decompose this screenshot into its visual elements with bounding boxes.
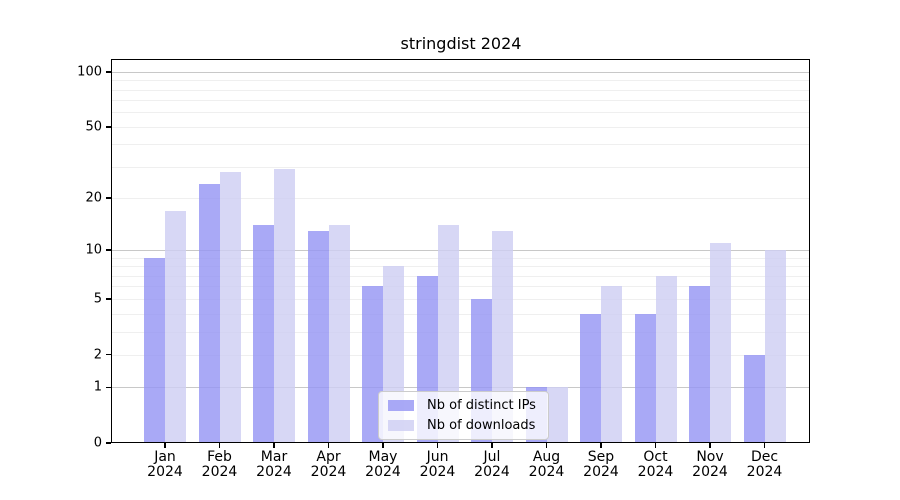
minor-gridline — [112, 275, 809, 277]
legend-entry: Nb of downloads — [388, 418, 536, 433]
minor-gridline — [112, 198, 809, 200]
x-tick-label: May 2024 — [365, 449, 401, 480]
x-tick-label: Oct 2024 — [637, 449, 674, 480]
y-tick-label: 10 — [85, 242, 102, 258]
bar-distinct-ips-jan — [144, 257, 165, 442]
x-tick-label: Dec 2024 — [746, 449, 783, 480]
y-tick-mark — [106, 126, 111, 128]
x-tick-label: Apr 2024 — [310, 449, 347, 480]
minor-gridline — [112, 286, 809, 288]
y-tick-label: 5 — [93, 291, 102, 307]
bar-distinct-ips-dec — [743, 354, 765, 442]
minor-gridline — [112, 257, 809, 259]
x-tick-mark — [164, 443, 166, 448]
y-tick-mark — [106, 442, 111, 444]
minor-gridline — [112, 166, 809, 168]
minor-gridline — [112, 331, 809, 333]
y-tick-mark — [106, 353, 111, 356]
x-tick-label: Feb 2024 — [201, 449, 238, 480]
legend-label: Nb of distinct IPs — [427, 398, 536, 413]
x-tick-mark — [600, 443, 602, 448]
bar-distinct-ips-sep — [580, 313, 601, 442]
minor-gridline — [112, 313, 809, 315]
bar-distinct-ips-nov — [689, 286, 710, 442]
legend-swatch — [388, 400, 414, 411]
bar-downloads-jan — [165, 210, 186, 442]
y-tick-mark — [106, 298, 111, 300]
minor-gridline — [112, 89, 809, 91]
x-tick-mark — [436, 443, 439, 448]
y-tick-mark — [106, 249, 111, 251]
x-tick-mark — [763, 443, 766, 448]
x-tick-mark — [491, 443, 493, 448]
bar-distinct-ips-oct — [634, 313, 656, 442]
y-tick-label: 1 — [93, 379, 102, 395]
y-tick-mark — [106, 197, 111, 199]
major-gridline — [112, 250, 809, 252]
y-tick-label: 20 — [85, 190, 102, 206]
y-tick-mark — [106, 71, 111, 73]
bar-downloads-mar — [274, 169, 295, 442]
legend-label: Nb of downloads — [427, 418, 536, 433]
major-gridline — [112, 387, 809, 389]
x-tick-mark — [654, 443, 657, 448]
major-gridline — [112, 71, 809, 73]
y-tick-label: 100 — [77, 64, 102, 80]
legend: Nb of distinct IPs Nb of downloads — [378, 391, 549, 440]
y-tick-label: 2 — [93, 347, 102, 363]
bar-downloads-feb — [219, 172, 241, 442]
minor-gridline — [112, 100, 809, 102]
x-tick-label: Aug 2024 — [528, 449, 565, 480]
bar-downloads-jul — [492, 230, 513, 442]
bar-distinct-ips-may — [362, 286, 383, 442]
minor-gridline — [112, 144, 809, 146]
x-tick-label: Jan 2024 — [147, 449, 183, 480]
x-tick-mark — [382, 443, 384, 448]
minor-gridline — [112, 126, 809, 128]
x-tick-mark — [218, 443, 221, 448]
minor-gridline — [112, 80, 809, 82]
y-tick-label: 0 — [93, 435, 102, 451]
chart-title: stringdist 2024 — [400, 34, 522, 53]
x-tick-mark — [545, 443, 548, 448]
bar-distinct-ips-apr — [307, 230, 329, 442]
minor-gridline — [112, 112, 809, 114]
minor-gridline — [112, 298, 809, 300]
bar-distinct-ips-mar — [253, 225, 274, 442]
bar-downloads-oct — [655, 275, 677, 442]
x-tick-mark — [709, 443, 711, 448]
legend-entry: Nb of distinct IPs — [388, 398, 536, 413]
bar-downloads-apr — [328, 225, 350, 442]
bar-distinct-ips-feb — [198, 184, 220, 442]
plot-area — [111, 59, 810, 443]
x-tick-label: Sep 2024 — [583, 449, 619, 480]
bar-downloads-nov — [710, 243, 731, 442]
x-tick-label: Jun 2024 — [419, 449, 456, 480]
legend-swatch — [388, 420, 414, 431]
minor-gridline — [112, 354, 809, 356]
x-tick-label: Mar 2024 — [256, 449, 292, 480]
x-tick-label: Jul 2024 — [474, 449, 510, 480]
bar-downloads-sep — [601, 286, 622, 442]
x-tick-mark — [273, 443, 275, 448]
x-tick-label: Nov 2024 — [692, 449, 728, 480]
x-tick-mark — [327, 443, 330, 448]
y-tick-mark — [106, 386, 111, 388]
bar-downloads-dec — [764, 250, 786, 442]
minor-gridline — [112, 266, 809, 268]
bar-downloads-aug — [546, 387, 568, 442]
bar-downloads-jun — [437, 225, 459, 442]
y-tick-label: 50 — [85, 119, 102, 135]
